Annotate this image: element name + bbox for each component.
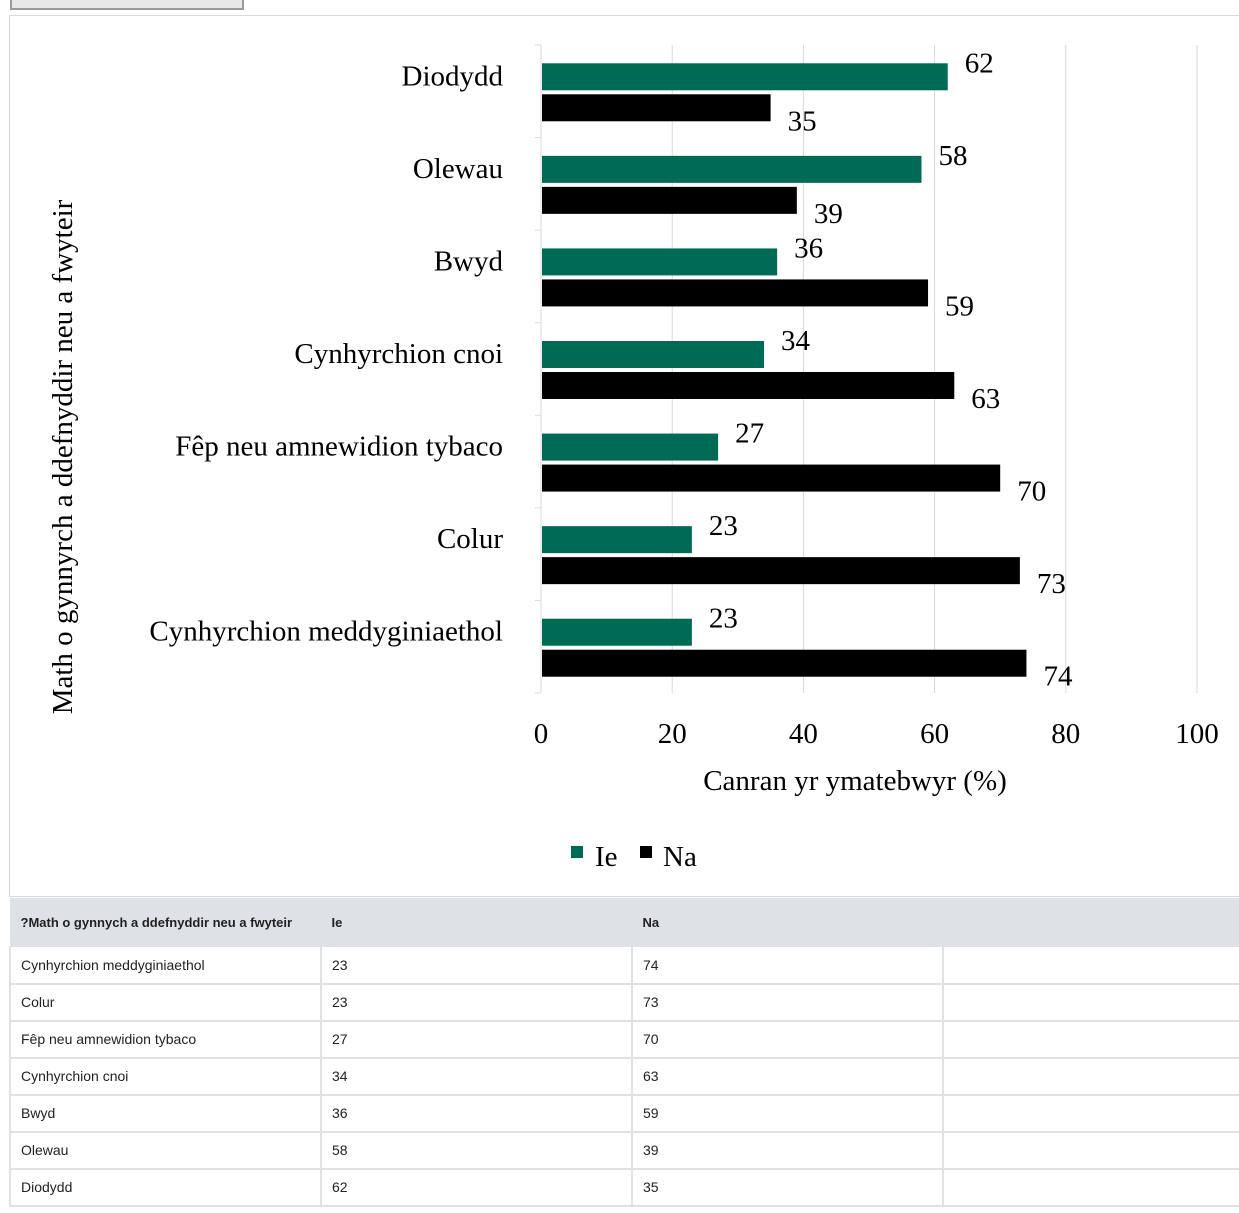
bar-ie <box>542 63 948 91</box>
table-cell <box>942 1056 1239 1096</box>
category-label: Bwyd <box>434 245 504 277</box>
table-cell <box>942 1167 1239 1207</box>
bar-na <box>542 649 1027 677</box>
table-row: Cynhyrchion cnoi 34 63 <box>9 1056 1239 1096</box>
x-tick-label: 100 <box>1175 718 1219 750</box>
data-label: 23 <box>709 603 738 635</box>
data-label: 36 <box>794 232 823 264</box>
data-label: 34 <box>781 325 811 357</box>
data-label: 62 <box>965 47 994 79</box>
table-header-row: ?Math o gynnych a ddefnyddir neu a fwyte… <box>9 898 1239 947</box>
x-tick-label: 0 <box>534 718 549 750</box>
bar-ie <box>542 155 922 183</box>
table-cell: 35 <box>631 1167 944 1207</box>
table-row: Colur 23 73 <box>9 982 1239 1022</box>
x-tick-label: 20 <box>658 718 687 750</box>
table-cell: 62 <box>320 1167 633 1207</box>
table-cell <box>942 1130 1239 1170</box>
table-row: Diodydd 62 35 <box>9 1167 1239 1207</box>
table-row: Cynhyrchion meddyginiaethol 23 74 <box>9 946 1239 985</box>
table-cell: 36 <box>320 1093 633 1133</box>
bar-na <box>542 372 955 399</box>
legend-swatch-na <box>640 846 652 858</box>
table-header-category: ?Math o gynnych a ddefnyddir neu a fwyte… <box>9 898 322 947</box>
x-axis-title: Canran yr ymatebwyr (%) <box>703 765 1007 797</box>
data-label: 74 <box>1043 661 1073 693</box>
y-axis-title: Math o gynnyrch a ddefnyddir neu a fwyte… <box>47 199 79 714</box>
table-cell: Bwyd <box>9 1093 322 1133</box>
table-cell: Cynhyrchion cnoi <box>9 1056 322 1096</box>
category-label: Diodydd <box>402 60 504 92</box>
table-cell: 34 <box>320 1056 633 1096</box>
table-header-na: Na <box>631 898 944 947</box>
data-label: 63 <box>971 383 1000 415</box>
table-cell: 70 <box>631 1019 944 1059</box>
category-label: Colur <box>437 523 503 555</box>
data-label: 39 <box>814 198 843 230</box>
table-cell: Fêp neu amnewidion tybaco <box>9 1019 322 1059</box>
chart-panel: 0 20 40 60 80 100 62 35 Diodydd 58 39 Olewau 36 59 Bwy… <box>9 15 1239 897</box>
bar-chart: 0 20 40 60 80 100 62 35 Diodydd 58 39 Olewau 36 59 Bwy… <box>47 44 1219 873</box>
table-cell: 23 <box>320 946 633 985</box>
data-label: 27 <box>735 418 764 450</box>
table-row: Bwyd 36 59 <box>9 1093 1239 1133</box>
data-label: 73 <box>1037 568 1066 600</box>
legend-label-ie: Ie <box>595 841 618 873</box>
x-tick-label: 40 <box>789 718 818 750</box>
legend-label-na: Na <box>663 841 697 873</box>
table-cell: Cynhyrchion meddyginiaethol <box>9 946 322 985</box>
table-cell: Colur <box>9 982 322 1022</box>
bar-na <box>542 279 929 307</box>
table-header-ie: Ie <box>320 898 633 947</box>
data-label: 70 <box>1017 476 1046 508</box>
table-cell <box>942 1019 1239 1059</box>
table-cell <box>942 946 1239 985</box>
bar-ie <box>542 526 692 554</box>
category-label: Cynhyrchion meddyginiaethol <box>149 616 503 648</box>
table-cell: Olewau <box>9 1130 322 1170</box>
data-label: 23 <box>709 510 738 542</box>
table-cell: 63 <box>631 1056 944 1096</box>
bar-na <box>542 186 797 214</box>
table-cell <box>942 982 1239 1022</box>
bar-ie <box>542 341 765 368</box>
bar-na <box>542 94 771 122</box>
table-cell: 58 <box>320 1130 633 1170</box>
x-tick-label: 80 <box>1051 718 1080 750</box>
data-label: 35 <box>788 105 817 137</box>
table-cell: 73 <box>631 982 944 1022</box>
table-cell: 23 <box>320 982 633 1022</box>
bar-ie <box>542 433 719 461</box>
bar-ie <box>542 618 692 646</box>
table-cell: 74 <box>631 946 944 985</box>
table-cell: 39 <box>631 1130 944 1170</box>
category-label: Cynhyrchion cnoi <box>294 338 503 370</box>
table-cell <box>942 1093 1239 1133</box>
bar-ie <box>542 248 778 276</box>
legend-swatch-ie <box>571 846 583 858</box>
table-row: Fêp neu amnewidion tybaco 27 70 <box>9 1019 1239 1059</box>
table-cell: 27 <box>320 1019 633 1059</box>
category-label: Fêp neu amnewidion tybaco <box>175 431 503 463</box>
table-cell: Diodydd <box>9 1167 322 1207</box>
table-cell: 59 <box>631 1093 944 1133</box>
table-header-empty <box>942 898 1239 947</box>
bar-na <box>542 464 1001 492</box>
bar-na <box>542 557 1020 585</box>
toggle-chart-button[interactable] <box>10 0 244 10</box>
data-table: ?Math o gynnych a ddefnyddir neu a fwyte… <box>9 898 1239 1207</box>
table-row: Olewau 58 39 <box>9 1130 1239 1170</box>
data-label: 59 <box>945 290 974 322</box>
x-tick-label: 60 <box>920 718 949 750</box>
data-label: 58 <box>938 140 967 172</box>
category-label: Olewau <box>413 153 503 185</box>
